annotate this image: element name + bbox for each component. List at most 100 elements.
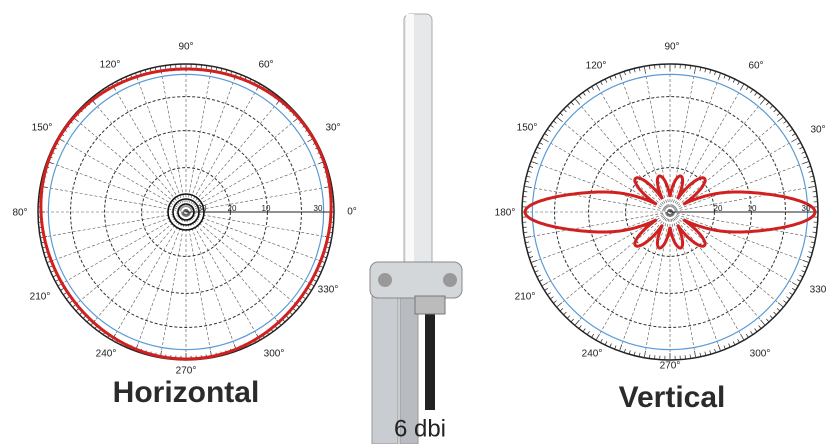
angle-label: 240° [582,349,603,360]
tick [610,77,612,81]
angle-label: 120° [100,60,121,71]
tick [539,143,543,145]
tick [810,176,814,177]
tick [605,341,607,345]
angle-label: 210° [30,292,51,303]
tick [579,95,581,98]
angle-label: 30° [325,123,340,134]
tick [770,316,773,319]
tick [634,352,635,356]
tick [634,68,635,72]
tick [318,271,322,273]
tick [567,106,570,109]
ring-label: 20 [714,204,723,213]
angle-label: 330 [810,285,827,296]
tick [564,109,567,112]
tick [724,75,725,79]
tick [605,79,607,83]
tick [729,77,731,81]
tick [544,134,547,136]
tick [564,312,567,315]
tick [802,271,806,273]
angle-label: 0° [347,207,357,218]
angle-label: 90° [664,42,679,53]
tick [733,341,735,345]
tick [533,157,537,158]
tick [786,297,789,299]
tick [746,86,748,89]
tick [305,293,308,295]
angle-label: 270° [176,366,197,377]
tick [797,280,801,282]
tick [55,280,59,282]
tick [705,352,706,356]
tick [63,293,66,295]
tick [535,271,539,273]
angle-label: 330° [318,285,339,296]
tick [799,275,803,277]
tick [544,288,547,290]
tick [755,92,757,95]
tick [783,121,786,123]
tick [789,129,792,131]
tick [539,280,543,282]
tick [751,331,753,334]
angle-label: 60° [748,61,763,72]
tick [797,143,801,145]
tick [553,121,556,123]
ring-label: 10 [748,204,757,213]
tick [615,75,616,79]
caption: Vertical [619,381,726,414]
tick [537,147,541,149]
angle-label: 120° [586,61,607,72]
tick [51,271,55,273]
ring-label: 20 [228,204,237,213]
tick [537,275,541,277]
tick [766,102,769,105]
tick [615,346,616,350]
tick [810,247,814,248]
tick [786,125,789,127]
tick [587,89,589,92]
tick [547,293,550,295]
tick [802,152,806,154]
angle-label: 150° [517,123,538,134]
angle-label: 180° [495,208,516,219]
tick [592,334,594,337]
tick [553,301,556,303]
tick [579,325,581,328]
tick [60,288,63,290]
tick [799,147,803,149]
tick [315,275,319,277]
tick [705,68,706,72]
tick [313,280,317,282]
tick [774,109,777,112]
tick [804,157,808,158]
tick [583,92,585,95]
angle-label: 300° [264,349,285,360]
tick [610,344,612,348]
tick [53,275,57,277]
tick [738,339,740,343]
tick [777,308,780,311]
ring-label: 30 [314,204,323,213]
tick [583,328,585,331]
antenna [370,14,462,444]
ring-label: 30 [198,204,207,213]
angle-label: 80° [12,208,27,219]
tick [560,308,563,311]
tick [601,81,603,85]
tick [774,312,777,315]
angle-label: 30° [810,125,825,136]
angle-label: 90° [178,42,193,53]
tick [592,86,594,89]
angle-label: 270° [660,361,681,372]
tick [733,79,735,83]
ring-label: 30 [802,204,811,213]
tick [783,301,786,303]
tick [526,247,530,248]
tick [547,129,550,131]
tick [759,95,761,98]
tick [601,339,603,343]
angle-label: 150° [32,123,53,134]
